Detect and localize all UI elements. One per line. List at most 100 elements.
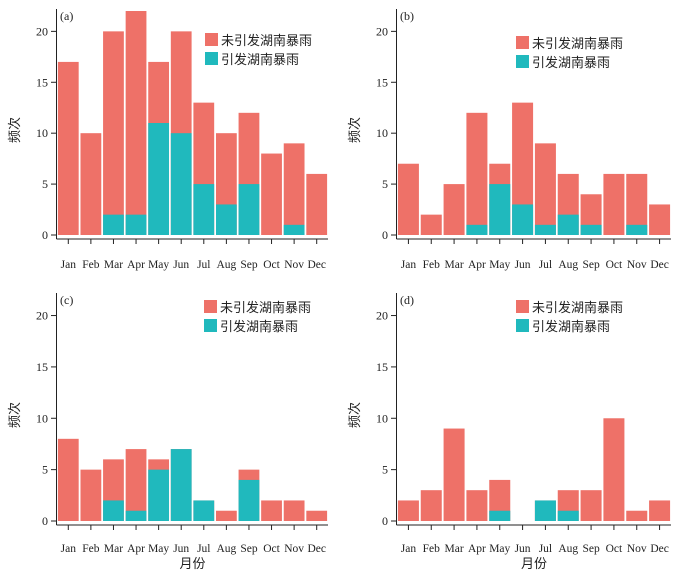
bar-not-caused-feb [80,133,102,235]
bar-not-caused-nov [626,510,648,521]
x-tick-label-apr: Apr [127,543,145,555]
bar-not-caused-nov [283,143,305,235]
bar-caused-jul [534,500,556,521]
y-axis-title: 频次 [347,117,363,143]
x-tick-label-nov: Nov [627,543,647,555]
bar-not-caused-feb [420,214,442,235]
y-tick-label: 20 [36,309,48,323]
bar-not-caused-dec [306,173,328,235]
legend-label-not-caused: 未引发湖南暴雨 [220,300,311,316]
y-tick-label: 10 [36,411,48,425]
y-axis-title: 频次 [7,117,23,143]
x-tick-label-jun: Jun [515,259,531,271]
panel-label: (d) [400,293,414,307]
bar-not-caused-sep [580,490,602,521]
bar-not-caused-nov [283,500,305,521]
bar-not-caused-jan [57,61,79,235]
bar-caused-may [148,469,170,521]
y-tick-label: 5 [382,463,388,477]
x-tick-label-may: May [489,543,510,555]
y-tick-label: 15 [376,360,388,374]
bar-not-caused-aug [215,510,237,521]
bar-caused-jun [170,449,192,521]
bar-caused-apr [466,224,488,235]
bar-not-caused-nov [626,173,648,235]
bar-not-caused-jun [512,102,534,235]
legend-swatch-not-caused [516,36,529,49]
x-tick-label-sep: Sep [240,543,258,555]
x-tick-label-may: May [148,259,169,271]
bar-caused-jul [534,224,556,235]
legend-label-not-caused: 未引发湖南暴雨 [221,33,312,49]
y-tick-label: 0 [42,514,48,528]
x-tick-label-jul: Jul [197,259,210,271]
x-tick-label-jul: Jul [197,543,210,555]
x-axis-title: 月份 [521,557,547,572]
y-tick-label: 20 [36,24,48,38]
x-tick-label-apr: Apr [127,259,145,271]
y-tick-label: 0 [382,228,388,242]
bar-caused-may [489,184,511,235]
bar-caused-jun [170,133,192,235]
legend-label-caused: 引发湖南暴雨 [532,319,610,335]
bar-not-caused-jan [397,500,419,521]
bar-not-caused-may [489,479,511,521]
x-tick-label-feb: Feb [423,259,441,271]
x-tick-label-sep: Sep [582,259,600,271]
x-tick-label-may: May [148,543,169,555]
legend-swatch-caused [516,55,529,68]
x-tick-label-feb: Feb [82,259,100,271]
bar-not-caused-apr [466,490,488,521]
x-tick-label-aug: Aug [558,543,578,555]
bar-not-caused-apr [125,11,147,235]
bar-caused-sep [238,479,260,521]
bar-caused-sep [580,224,602,235]
bar-not-caused-apr [125,449,147,521]
x-tick-label-jan: Jan [61,259,77,271]
y-tick-label: 5 [382,177,388,191]
x-tick-label-feb: Feb [423,543,441,555]
x-tick-label-jan: Jan [401,259,417,271]
x-tick-label-dec: Dec [650,259,669,271]
legend-swatch-not-caused [516,300,529,313]
x-tick-label-jul: Jul [539,543,552,555]
x-tick-label-oct: Oct [606,543,623,555]
legend-swatch-caused [204,319,217,332]
x-tick-label-mar: Mar [104,259,123,271]
legend-swatch-not-caused [204,300,217,313]
bar-not-caused-mar [443,428,465,521]
x-tick-label-dec: Dec [307,543,326,555]
bar-not-caused-mar [103,31,124,235]
x-tick-label-jul: Jul [539,259,552,271]
x-tick-label-oct: Oct [263,259,280,271]
bar-not-caused-dec [649,204,671,235]
panel-label: (c) [60,293,73,307]
bar-caused-apr [125,214,147,235]
bar-caused-may [148,123,170,235]
x-tick-label-dec: Dec [650,543,669,555]
x-tick-label-apr: Apr [468,259,486,271]
bar-not-caused-oct [261,153,282,235]
bar-caused-aug [557,510,579,521]
x-tick-label-mar: Mar [444,259,463,271]
bar-not-caused-sep [580,194,602,235]
x-tick-label-oct: Oct [606,259,623,271]
bar-not-caused-feb [420,490,442,521]
bar-not-caused-mar [443,184,465,235]
x-tick-label-oct: Oct [263,543,280,555]
y-tick-label: 0 [42,228,48,242]
x-tick-label-jun: Jun [515,543,531,555]
x-tick-label-aug: Aug [216,543,236,555]
x-axis-title: 月份 [179,557,205,572]
chart-panel-3: 0 5 10 15 20 Jan Feb Mar Apr May Jun Jul Aug Sep Oct No… [7,293,328,572]
legend-label-caused: 引发湖南暴雨 [221,52,299,68]
y-axis-title: 频次 [7,402,23,428]
legend-label-not-caused: 未引发湖南暴雨 [532,36,623,52]
x-tick-label-mar: Mar [104,543,123,555]
bar-caused-nov [626,224,648,235]
bar-not-caused-apr [466,112,488,235]
x-tick-label-jan: Jan [61,543,77,555]
